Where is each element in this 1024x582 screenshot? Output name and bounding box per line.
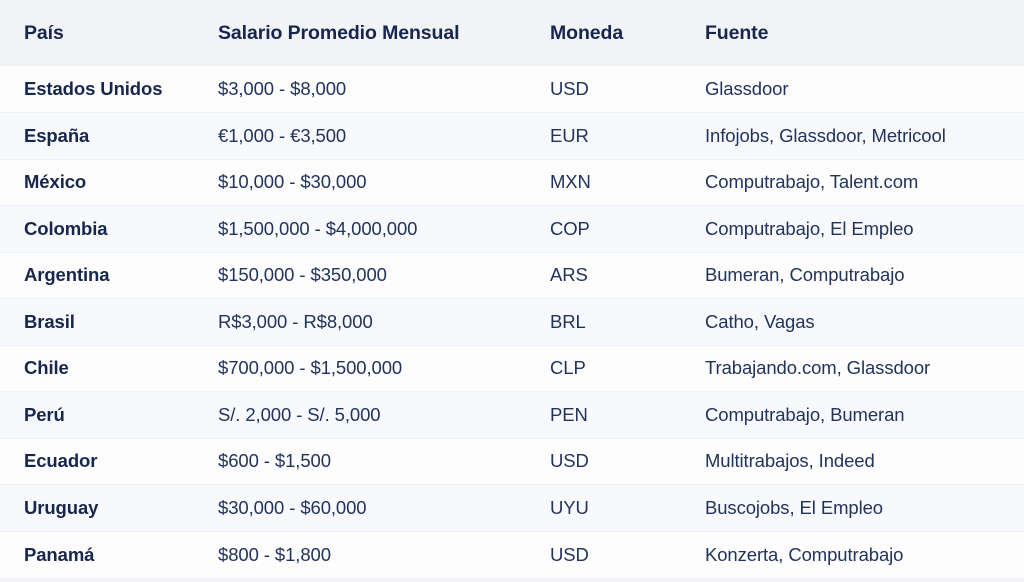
column-header-source: Fuente (705, 0, 1024, 66)
cell-source: Bumeran, Computrabajo (705, 251, 1024, 299)
cell-currency: PEN (550, 391, 705, 438)
column-header-salary: Salario Promedio Mensual (218, 0, 550, 66)
cell-source: Konzerta, Computrabajo (705, 530, 1024, 578)
cell-source: Computrabajo, Talent.com (705, 158, 1024, 206)
cell-currency: USD (550, 78, 589, 99)
cell-currency: EUR (550, 112, 705, 159)
table-row: Ecuador $600 - $1,500 USD Multitrabajos, In… (0, 437, 1024, 485)
table-row: Estados Unidos $3,000 - $8,000 USD Glassdoo… (0, 66, 1024, 113)
cell-currency: COP (550, 205, 705, 252)
cell-country: Colombia (0, 205, 218, 252)
table-row: Perú S/. 2,000 - S/. 5,000 PEN Computrabajo… (0, 391, 1024, 438)
cell-salary: $150,000 - $350,000 (218, 251, 550, 299)
cell-country: España (0, 112, 218, 159)
table-header-row: País Salario Promedio Mensual Moneda Fue… (0, 0, 1024, 66)
cell-salary: $1,500,000 - $4,000,000 (218, 205, 550, 252)
cell-salary: $3,000 - $8,000 (218, 78, 347, 99)
cell-country: México (0, 158, 218, 206)
cell-source: Buscojobs, El Empleo (705, 484, 1024, 531)
table-row: Uruguay $30,000 - $60,000 UYU Buscojobs, El… (0, 484, 1024, 531)
cell-salary: $700,000 - $1,500,000 (218, 344, 550, 392)
cell-source: Multitrabajos, Indeed (705, 437, 1024, 485)
table-row: Brasil R$3,000 - R$8,000 BRL Catho, Vagas (0, 298, 1024, 345)
cell-source: Glassdoor (705, 78, 789, 99)
cell-salary: S/. 2,000 - S/. 5,000 (218, 391, 550, 438)
cell-currency: USD (550, 437, 705, 485)
cell-country: Uruguay (0, 484, 218, 531)
table-row: México $10,000 - $30,000 MXN Computrabajo, … (0, 158, 1024, 206)
cell-country: Brasil (0, 298, 218, 345)
table-row: Argentina $150,000 - $350,000 ARS Bumeran, … (0, 251, 1024, 299)
cell-country: Ecuador (0, 437, 218, 485)
table-row: Chile $700,000 - $1,500,000 CLP Trabajando.… (0, 344, 1024, 392)
cell-salary: $10,000 - $30,000 (218, 158, 550, 206)
cell-salary: €1,000 - €3,500 (218, 112, 550, 159)
table-row: Panamá $800 - $1,800 USD Konzerta, Computra… (0, 530, 1024, 578)
cell-currency: UYU (550, 484, 705, 531)
cell-source: Computrabajo, Bumeran (705, 391, 1024, 438)
table-row: España €1,000 - €3,500 EUR Infojobs, Glassd… (0, 112, 1024, 159)
cell-currency: ARS (550, 251, 705, 299)
cell-source: Infojobs, Glassdoor, Metricool (705, 112, 1024, 159)
cell-salary: $800 - $1,800 (218, 530, 550, 578)
cell-source: Computrabajo, El Empleo (705, 205, 1024, 252)
cell-salary: $600 - $1,500 (218, 437, 550, 485)
cell-source: Trabajando.com, Glassdoor (705, 344, 1024, 392)
cell-country: Chile (0, 344, 218, 392)
cell-salary: R$3,000 - R$8,000 (218, 298, 550, 345)
cell-country: Argentina (0, 251, 218, 299)
cell-country: Perú (0, 391, 218, 438)
table-row: Colombia $1,500,000 - $4,000,000 COP Comput… (0, 205, 1024, 252)
cell-country: Estados Unidos (24, 78, 163, 99)
cell-salary: $30,000 - $60,000 (218, 484, 550, 531)
cell-source: Catho, Vagas (705, 298, 1024, 345)
cell-currency: MXN (550, 158, 705, 206)
cell-currency: BRL (550, 298, 705, 345)
table-header: País Salario Promedio Mensual Moneda Fue… (0, 0, 1024, 66)
cell-currency: USD (550, 530, 705, 578)
column-header-currency: Moneda (550, 0, 705, 66)
column-header-country: País (0, 0, 218, 66)
table-body: Estados Unidos $3,000 - $8,000 USD Glassdoo… (0, 66, 1024, 578)
cell-country: Panamá (0, 530, 218, 578)
cell-currency: CLP (550, 344, 705, 392)
